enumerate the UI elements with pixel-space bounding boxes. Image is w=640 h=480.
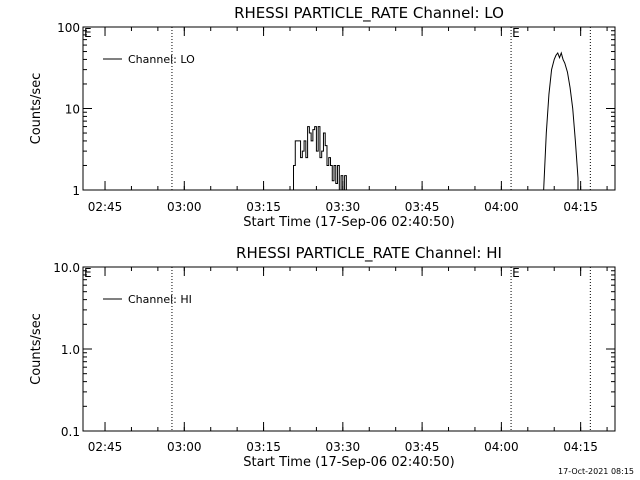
x-axis-label: Start Time (17-Sep-06 02:40:50)	[243, 455, 454, 470]
y-tick-label: 10.0	[53, 261, 80, 275]
corner-label: E	[84, 26, 92, 40]
x-tick-label: 02:45	[88, 440, 123, 454]
plot-frame	[82, 266, 616, 432]
y-tick-label: 100	[57, 21, 80, 35]
marker-label: E	[512, 266, 520, 280]
y-tick-label: 1	[72, 184, 80, 198]
x-tick-label: 03:30	[326, 200, 361, 214]
y-tick-label: 0.1	[61, 425, 80, 439]
y-axis-label: Counts/sec	[29, 73, 44, 145]
y-tick-label: 10	[65, 103, 80, 117]
series-line	[289, 126, 347, 191]
series-line	[543, 51, 579, 191]
x-tick-label: 03:45	[405, 440, 440, 454]
panel-hi: RHESSI PARTICLE_RATE Channel: HI Start T…	[29, 244, 616, 470]
x-tick-label: 04:15	[563, 200, 598, 214]
plot-frame	[82, 26, 616, 191]
y-axis-label: Counts/sec	[29, 313, 44, 385]
chart-title: RHESSI PARTICLE_RATE Channel: HI	[236, 244, 502, 263]
legend-entry: Channel: LO	[128, 53, 195, 66]
x-tick-label: 03:30	[326, 440, 361, 454]
x-tick-label: 03:15	[246, 440, 281, 454]
x-axis-label: Start Time (17-Sep-06 02:40:50)	[243, 215, 454, 230]
chart-title: RHESSI PARTICLE_RATE Channel: LO	[234, 4, 504, 23]
y-tick-label: 1.0	[61, 343, 80, 357]
marker-label: E	[512, 26, 520, 40]
x-tick-label: 04:00	[484, 440, 519, 454]
panel-lo: RHESSI PARTICLE_RATE Channel: LO Start T…	[29, 4, 616, 230]
footer-timestamp: 17-Oct-2021 08:15	[558, 467, 634, 476]
x-tick-label: 03:00	[167, 200, 202, 214]
x-tick-label: 02:45	[88, 200, 123, 214]
x-tick-label: 04:15	[563, 440, 598, 454]
legend-entry: Channel: HI	[128, 293, 192, 306]
x-tick-label: 03:00	[167, 440, 202, 454]
x-tick-label: 03:15	[246, 200, 281, 214]
corner-label: E	[84, 266, 92, 280]
x-tick-label: 03:45	[405, 200, 440, 214]
x-tick-label: 04:00	[484, 200, 519, 214]
